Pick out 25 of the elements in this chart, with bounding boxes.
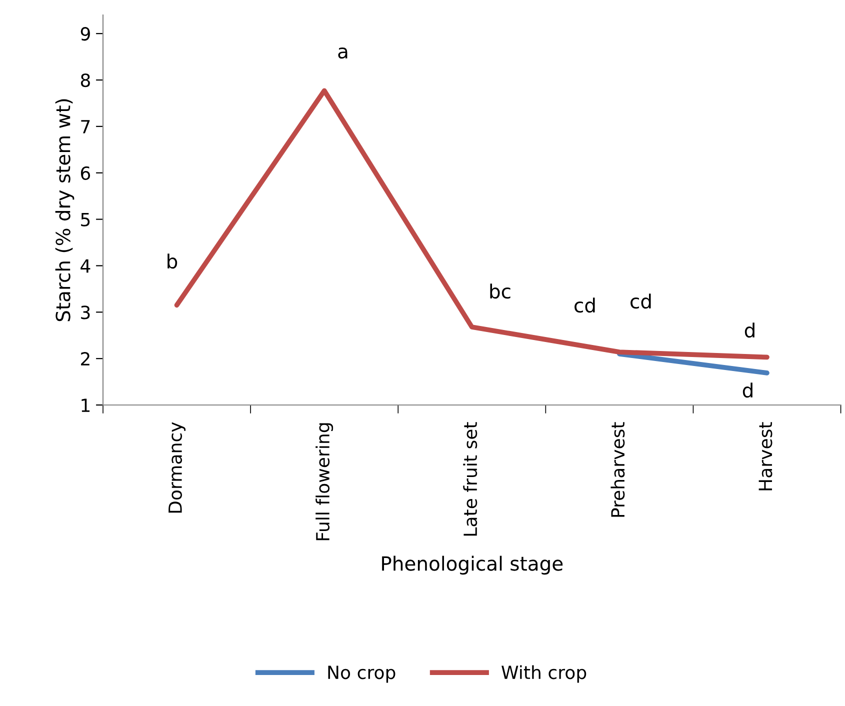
x-tick-label: Preharvest: [610, 422, 625, 517]
annotation: cd: [630, 294, 651, 309]
x-axis-title: Phenological stage: [382, 556, 563, 575]
annotation: a: [338, 47, 348, 59]
y-tick-label: 2: [81, 352, 90, 366]
y-tick-label: 6: [80, 166, 90, 180]
legend-label: With crop: [502, 665, 586, 683]
y-tick-label: 7: [81, 120, 90, 134]
x-tick-label: Dormancy: [168, 422, 186, 513]
y-axis-title: Starch (% dry stem wt): [55, 99, 74, 322]
y-tick-label: 5: [81, 212, 90, 226]
annotation: b: [168, 254, 178, 269]
x-tick-label: Harvest: [758, 422, 772, 490]
legend-label: No crop: [328, 666, 396, 683]
x-tick-label: Full flowering: [316, 423, 334, 540]
y-tick-label: 1: [82, 398, 90, 412]
y-tick-label: 3: [81, 306, 90, 320]
y-tick-label: 8: [80, 73, 90, 88]
y-tick-label: 4: [80, 259, 90, 273]
x-tick-label: Late fruit set: [463, 422, 478, 536]
y-tick-label: 9: [80, 27, 90, 41]
annotation: d: [742, 382, 752, 398]
annotation: bc: [490, 284, 510, 299]
annotation: cd: [574, 298, 595, 313]
annotation: d: [744, 322, 754, 338]
